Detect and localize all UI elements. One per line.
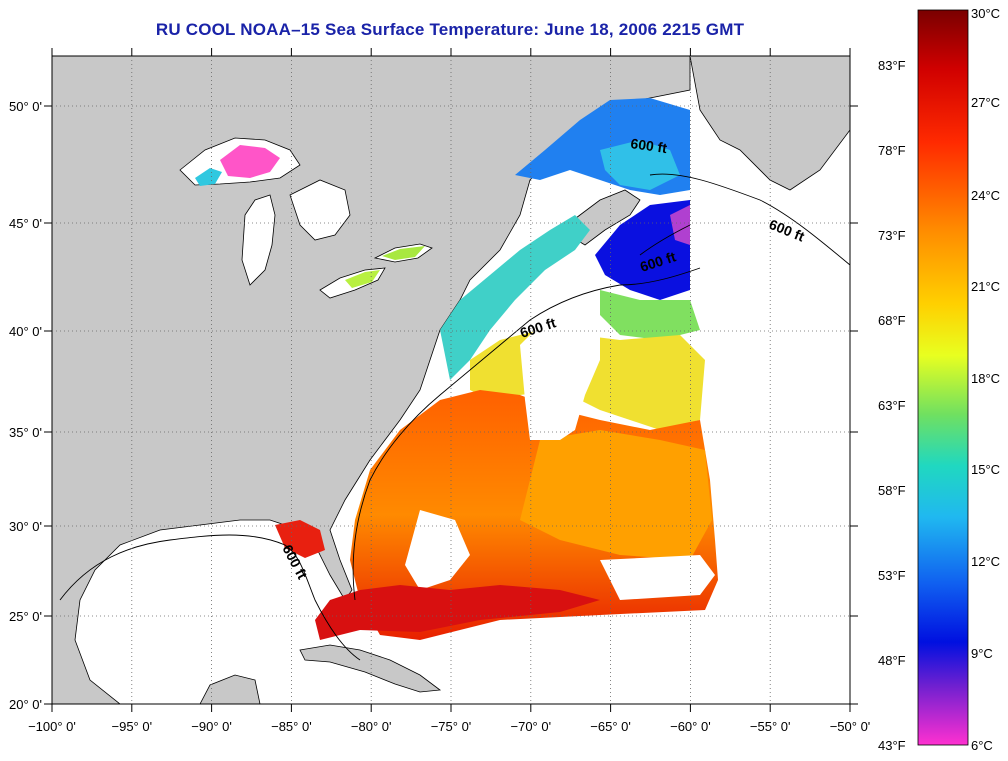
lake-superior-sst bbox=[220, 145, 280, 178]
lon-label: −60° 0' bbox=[670, 719, 711, 734]
sst-st-lawrence-cyan bbox=[600, 140, 680, 190]
lon-label: −95° 0' bbox=[112, 719, 153, 734]
colorbar-fahrenheit-label: 73°F bbox=[878, 228, 906, 243]
lat-label: 30° 0' bbox=[9, 519, 42, 534]
colorbar bbox=[917, 9, 969, 746]
lake-superior-sst-edge bbox=[195, 168, 222, 186]
map-title: RU COOL NOAA–15 Sea Surface Temperature:… bbox=[155, 20, 745, 39]
lon-label: −70° 0' bbox=[511, 719, 552, 734]
depth-contours bbox=[59, 173, 850, 661]
colorbar-celsius-label: 6°C bbox=[971, 738, 993, 753]
colorbar-celsius-label: 21°C bbox=[971, 279, 1001, 294]
sst-shelf-cyan bbox=[440, 215, 590, 380]
colorbar-fahrenheit-label: 68°F bbox=[878, 313, 906, 328]
lake-ontario-sst bbox=[382, 246, 425, 260]
lon-label: −90° 0' bbox=[191, 719, 232, 734]
cloud-gap-east bbox=[600, 555, 715, 600]
lake-erie-sst bbox=[345, 270, 380, 288]
colorbar-celsius-label: 15°C bbox=[971, 462, 1001, 477]
longitude-labels: −100° 0' −95° 0' −90° 0' −85° 0' −80° 0' −75°… bbox=[28, 719, 870, 734]
lon-label: −100° 0' bbox=[28, 719, 76, 734]
colorbar-fahrenheit-label: 78°F bbox=[878, 143, 906, 158]
colorbar-celsius-label: 12°C bbox=[971, 554, 1001, 569]
sst-purple-patch bbox=[670, 205, 690, 245]
lat-label: 40° 0' bbox=[9, 324, 42, 339]
colorbar-fahrenheit-label: 43°F bbox=[878, 738, 906, 753]
land-yucatan bbox=[199, 674, 261, 704]
lat-label: 35° 0' bbox=[9, 425, 42, 440]
colorbar-celsius-label: 18°C bbox=[971, 371, 1001, 386]
lon-label: −55° 0' bbox=[750, 719, 791, 734]
colorbar-fahrenheit-label: 63°F bbox=[878, 398, 906, 413]
lat-label: 45° 0' bbox=[9, 216, 42, 231]
sst-shelf-green bbox=[600, 290, 700, 340]
lake-huron bbox=[289, 179, 351, 241]
cloud-gap-south bbox=[405, 510, 470, 590]
sst-sargasso-orange bbox=[520, 430, 712, 560]
colorbar-fahrenheit-label: 58°F bbox=[878, 483, 906, 498]
latitude-labels: 50° 0' 45° 0' 40° 0' 35° 0' 30° 0' 25° 0' 20° … bbox=[9, 99, 42, 712]
land-cuba bbox=[299, 644, 442, 693]
lat-label: 25° 0' bbox=[9, 609, 42, 624]
colorbar-celsius-label: 30°C bbox=[971, 6, 1001, 21]
colorbar-celsius-label: 27°C bbox=[971, 95, 1001, 110]
colorbar-fahrenheit-label: 83°F bbox=[878, 58, 906, 73]
colorbar-celsius-label: 9°C bbox=[971, 646, 993, 661]
contour-label: 600 ft bbox=[630, 135, 669, 156]
sst-gulf-mexico-patch bbox=[275, 520, 325, 558]
lat-label: 50° 0' bbox=[9, 99, 42, 114]
lon-label: −50° 0' bbox=[830, 719, 871, 734]
lon-label: −75° 0' bbox=[431, 719, 472, 734]
lon-label: −65° 0' bbox=[590, 719, 631, 734]
colorbar-fahrenheit-label: 53°F bbox=[878, 568, 906, 583]
lat-label: 20° 0' bbox=[9, 697, 42, 712]
lon-label: −80° 0' bbox=[351, 719, 392, 734]
lake-michigan bbox=[241, 194, 276, 286]
land-maritimes bbox=[689, 56, 850, 191]
graticule bbox=[44, 48, 858, 712]
lon-label: −85° 0' bbox=[271, 719, 312, 734]
colorbar-celsius-label: 24°C bbox=[971, 188, 1001, 203]
colorbar-fahrenheit-label: 48°F bbox=[878, 653, 906, 668]
sst-florida-straits bbox=[315, 585, 600, 640]
sst-gulf-maine-blue bbox=[595, 200, 690, 300]
